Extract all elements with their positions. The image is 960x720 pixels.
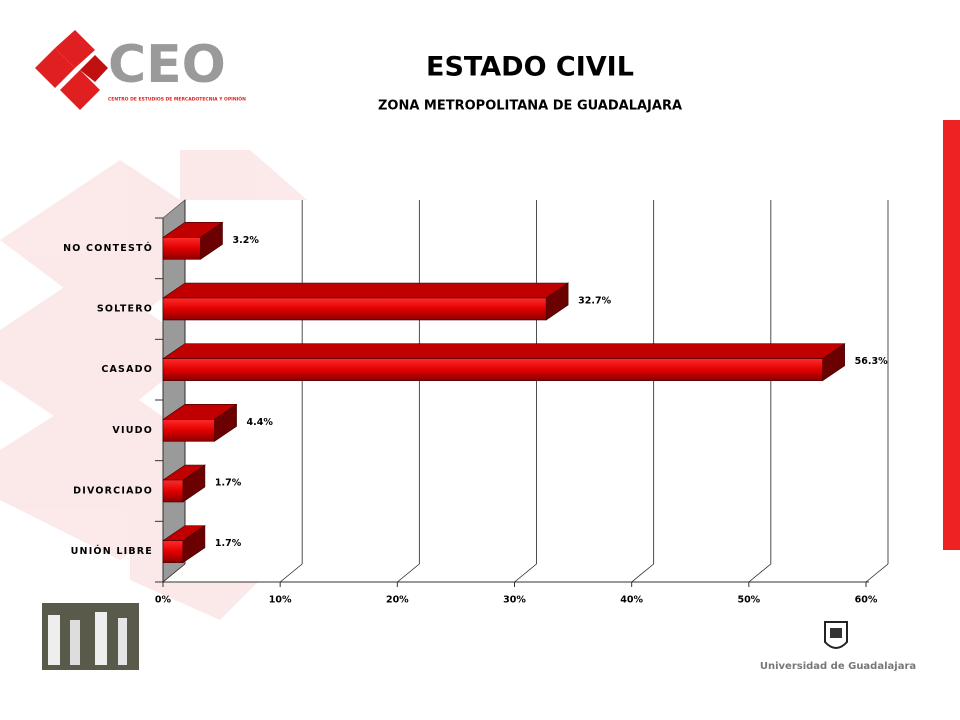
photo <box>42 603 139 670</box>
bar <box>162 464 206 503</box>
logo: CEO CENTRO DE ESTUDIOS DE MERCADOTECNIA … <box>35 30 246 110</box>
side-bar <box>943 120 960 550</box>
x-tick-label: 10% <box>269 595 292 606</box>
x-tick-label: 20% <box>386 595 409 606</box>
floor-grid-line <box>279 563 303 583</box>
floor-grid-line <box>631 563 654 583</box>
university-name: Universidad de Guadalajara <box>760 661 916 672</box>
logo-subtitle: CENTRO DE ESTUDIOS DE MERCADOTECNIA Y OP… <box>108 96 246 103</box>
chart-title: ESTADO CIVIL <box>426 52 634 83</box>
y-tick-label: CASADO <box>101 364 153 375</box>
floor <box>163 564 891 582</box>
y-tick-label: NO CONTESTÓ <box>63 242 153 254</box>
x-tick-label: 40% <box>620 595 643 606</box>
floor-grid-line <box>397 563 420 583</box>
bar <box>162 525 206 564</box>
back-wall <box>185 200 891 564</box>
x-tick-label: 0% <box>155 595 172 606</box>
x-tick-label: 50% <box>737 595 760 606</box>
y-tick-label: UNIÓN LIBRE <box>71 545 153 557</box>
y-tick-label: DIVORCIADO <box>73 486 153 497</box>
value-label: 3.2% <box>232 235 259 246</box>
bar-top <box>162 282 570 299</box>
floor-grid-line <box>748 563 772 583</box>
bar-front <box>162 297 547 321</box>
bar-top <box>162 343 846 359</box>
bar <box>162 282 570 321</box>
plot: 0% 10% 20% 30% 40% 50% 60% NO CONTESTÓ 3.2% SOLTE… <box>63 199 891 606</box>
university-seal: Universidad de Guadalajara <box>760 621 916 672</box>
floor-grid-line <box>514 563 537 583</box>
floor-grid-line <box>865 563 889 583</box>
bar-front <box>162 237 201 260</box>
value-label: 56.3% <box>855 356 888 367</box>
bar <box>162 221 224 260</box>
chart-subtitle: ZONA METROPOLITANA DE GUADALAJARA <box>378 99 682 114</box>
floor-grid-line <box>162 563 186 583</box>
bar-front <box>162 419 215 442</box>
logo-text: CEO <box>108 35 226 95</box>
bar-front <box>162 540 184 563</box>
value-label: 4.4% <box>247 417 274 428</box>
bar <box>162 403 238 442</box>
bar-front <box>162 358 823 381</box>
value-label: 1.7% <box>215 538 242 549</box>
value-label: 1.7% <box>215 478 242 489</box>
bar <box>162 343 846 382</box>
x-tick-label: 60% <box>855 595 878 606</box>
bar-front <box>162 479 184 503</box>
y-tick-label: SOLTERO <box>97 304 153 315</box>
value-label: 32.7% <box>578 296 611 307</box>
y-tick-label: VIUDO <box>112 425 153 436</box>
x-tick-label: 30% <box>503 595 526 606</box>
